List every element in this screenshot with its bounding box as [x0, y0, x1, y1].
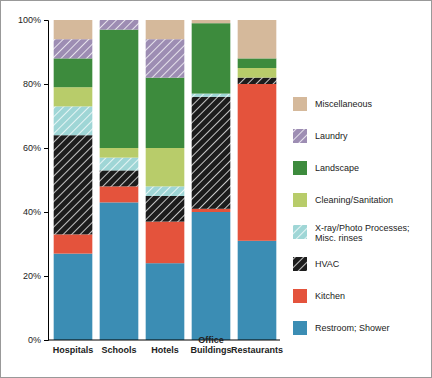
y-tick: 20%: [23, 271, 48, 281]
bar-segment: [146, 196, 185, 222]
bar-segment: [146, 148, 185, 186]
legend-label: HVAC: [315, 259, 340, 269]
bar-segment: [54, 234, 93, 253]
legend-swatch: [293, 97, 307, 111]
bar-segment: [192, 97, 231, 209]
legend-label: X-ray/Photo Processes;Misc. rinses: [315, 223, 410, 243]
y-tick-label: 40%: [23, 207, 41, 217]
bar-segment: [192, 20, 231, 23]
bar-segment: [192, 23, 231, 93]
bar-segment: [192, 209, 231, 212]
legend-label: Laundry: [315, 131, 348, 141]
legend-label: Miscellaneous: [315, 99, 373, 109]
bar-segment: [54, 106, 93, 135]
legend-swatch: [293, 257, 307, 271]
legend-swatch: [293, 193, 307, 207]
legend-swatch: [293, 321, 307, 335]
legend-swatch: [293, 225, 307, 239]
legend-label: Landscape: [315, 163, 359, 173]
bar-segment: [146, 263, 185, 340]
bar-segment: [100, 186, 139, 202]
y-tick-label: 100%: [18, 15, 41, 25]
y-tick: 0%: [28, 335, 48, 345]
x-tick-label: Schools: [101, 345, 136, 355]
bar-segment: [238, 20, 277, 58]
bar-segment: [100, 20, 139, 21]
bar-segment: [100, 30, 139, 148]
y-tick: 100%: [18, 15, 48, 25]
bar-segment: [238, 241, 277, 340]
x-axis: Hospitals Schools Hotels OfficeBuildingsRes…: [48, 335, 283, 355]
bar-segment: [100, 170, 139, 186]
x-tick: OfficeBuildings: [191, 335, 232, 355]
y-axis: 0% 20% 40% 60% 80% 100%: [18, 15, 49, 345]
bar-segment: [54, 39, 93, 58]
bar-segment: [192, 94, 231, 97]
y-tick: 60%: [23, 143, 48, 153]
bar-segment: [238, 58, 277, 68]
bars: [54, 20, 277, 340]
bar-segment: [100, 202, 139, 340]
bar-segment: [100, 20, 139, 30]
bar-segment: [54, 87, 93, 106]
legend-label: Cleaning/Sanitation: [315, 195, 393, 205]
frame: [1, 1, 432, 378]
y-tick: 80%: [23, 79, 48, 89]
x-tick-label: Hotels: [151, 345, 179, 355]
legend-swatch: [293, 129, 307, 143]
legend-swatch: [293, 289, 307, 303]
y-tick-mark: [44, 276, 48, 277]
legend-swatch: [293, 161, 307, 175]
bar-segment: [54, 254, 93, 340]
y-tick-label: 60%: [23, 143, 41, 153]
bar-segment: [238, 84, 277, 241]
bar-segment: [146, 186, 185, 196]
y-tick-mark: [44, 20, 48, 21]
bar-segment: [146, 78, 185, 148]
x-tick-label: Hospitals: [53, 345, 94, 355]
bar-segment: [100, 158, 139, 171]
bar-segment: [238, 68, 277, 78]
y-tick-mark: [44, 340, 48, 341]
y-tick-mark: [44, 212, 48, 213]
x-tick-label: OfficeBuildings: [191, 335, 232, 355]
x-tick: Schools: [101, 340, 136, 355]
bar-segment: [238, 78, 277, 84]
chart: 0% 20% 40% 60% 80% 100% Hospitals Schools Hotels…: [0, 0, 432, 378]
bar-segment: [54, 20, 93, 39]
bar-segment: [146, 20, 185, 39]
x-tick: Hospitals: [53, 340, 94, 355]
x-tick-label: Restaurants: [231, 345, 283, 355]
y-axis-line: [44, 21, 49, 341]
x-axis-line: [48, 340, 280, 341]
bar-segment: [100, 148, 139, 158]
bar-segment: [54, 135, 93, 234]
legend-label: Kitchen: [315, 291, 345, 301]
y-tick-label: 20%: [23, 271, 41, 281]
bar-segment: [54, 58, 93, 87]
x-tick: Hotels: [151, 340, 179, 355]
legend: Miscellaneous Laundry Landscape Cleaning/Sa…: [293, 97, 410, 335]
y-tick-label: 0%: [28, 335, 41, 345]
legend-label: Restroom; Shower: [315, 323, 390, 333]
x-tick: Restaurants: [231, 340, 283, 355]
y-tick-mark: [44, 84, 48, 85]
bar-segment: [192, 212, 231, 340]
bar-segment: [146, 222, 185, 264]
y-tick: 40%: [23, 207, 48, 217]
bar-segment: [146, 39, 185, 77]
y-tick-mark: [44, 148, 48, 149]
y-tick-label: 80%: [23, 79, 41, 89]
